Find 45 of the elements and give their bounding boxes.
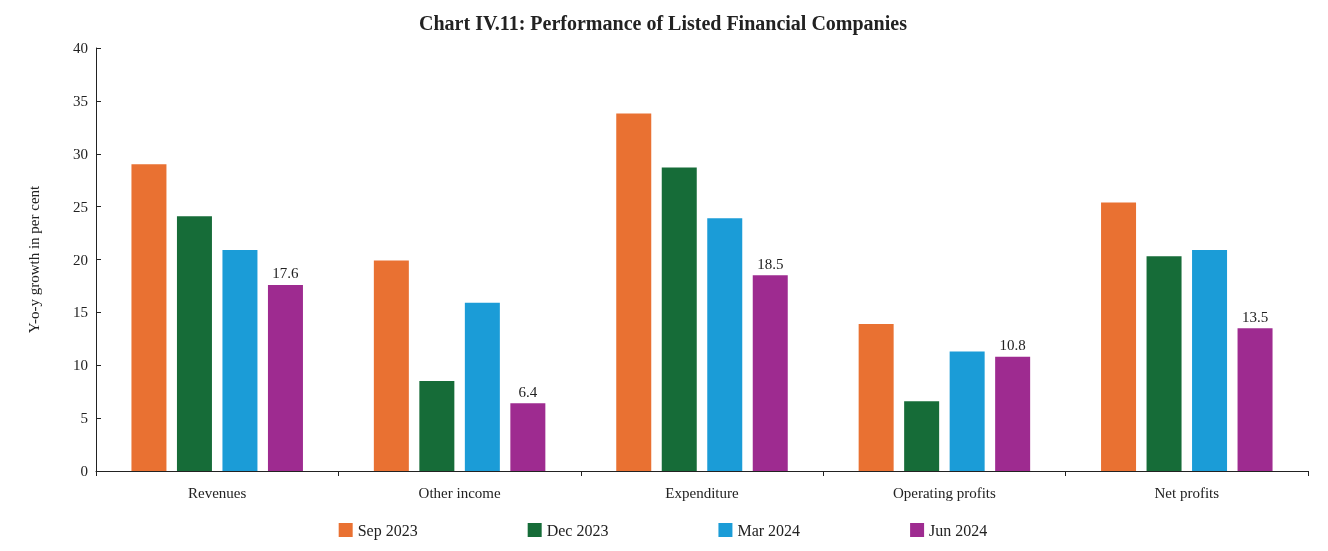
x-tick-label: Revenues xyxy=(188,484,247,501)
bar xyxy=(858,324,894,471)
bar xyxy=(131,164,167,471)
bar xyxy=(1192,249,1228,471)
y-tick-label: 0 xyxy=(80,463,88,479)
legend-label: Jun 2024 xyxy=(929,521,988,539)
y-tick-label: 30 xyxy=(73,145,88,162)
data-label: 13.5 xyxy=(1241,308,1269,325)
bar xyxy=(661,167,697,471)
y-tick-label: 35 xyxy=(73,92,88,109)
y-tick-label: 10 xyxy=(73,357,88,374)
data-label: 6.4 xyxy=(518,383,538,400)
x-tick-label: Operating profits xyxy=(892,484,997,501)
bar xyxy=(995,356,1031,471)
x-tick-label: Expenditure xyxy=(665,484,739,501)
legend-label: Dec 2023 xyxy=(546,521,609,539)
bar xyxy=(176,216,212,471)
bar xyxy=(616,113,652,471)
bar xyxy=(949,351,985,471)
bar xyxy=(707,218,743,471)
data-label: 18.5 xyxy=(757,255,784,272)
bar xyxy=(419,381,455,471)
bar xyxy=(222,249,258,471)
bar xyxy=(904,401,940,471)
data-label: 17.6 xyxy=(272,265,300,282)
legend-label: Mar 2024 xyxy=(737,521,801,539)
bar xyxy=(464,302,500,471)
bar xyxy=(1237,328,1273,471)
x-tick-label: Net profits xyxy=(1154,484,1220,501)
bar xyxy=(1101,202,1137,471)
y-tick-label: 25 xyxy=(73,198,88,215)
y-tick-label: 20 xyxy=(73,251,88,268)
y-axis-title: Y-o-y growth in per cent xyxy=(25,184,42,334)
bar xyxy=(267,284,303,471)
x-tick-label: Other income xyxy=(418,484,501,501)
y-tick-label: 15 xyxy=(73,304,88,321)
y-tick-label: 40 xyxy=(73,40,88,56)
bar xyxy=(752,275,788,471)
chart-title: Chart IV.11: Performance of Listed Financial Companies xyxy=(419,12,908,35)
bar xyxy=(510,403,546,471)
y-tick-label: 5 xyxy=(80,410,88,427)
bar xyxy=(1146,256,1182,471)
data-label: 10.8 xyxy=(999,337,1026,354)
bar xyxy=(373,260,409,471)
legend-label: Sep 2023 xyxy=(357,521,418,540)
